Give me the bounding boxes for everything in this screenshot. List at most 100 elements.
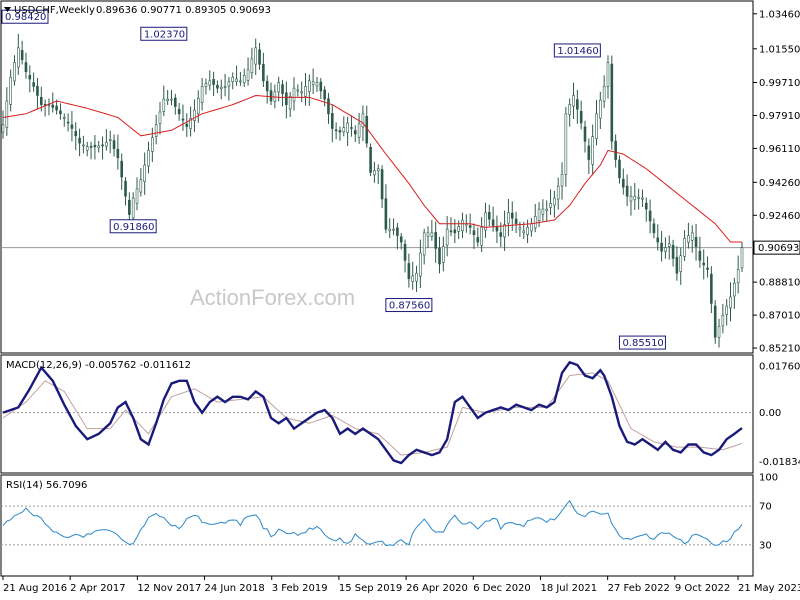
candle-body <box>13 62 16 82</box>
candle-body <box>652 223 656 234</box>
candle-body <box>729 296 732 309</box>
candle-body <box>434 232 437 249</box>
candle-body <box>664 247 667 252</box>
price-annotation-label: 1.02370 <box>144 29 185 40</box>
candle-body <box>625 185 629 197</box>
candle-body <box>683 238 686 257</box>
candle-body <box>131 197 135 219</box>
candle-body <box>108 139 112 141</box>
rsi-tick-label: 100 <box>759 473 778 484</box>
candle-body <box>189 118 192 129</box>
candle-body <box>533 216 537 229</box>
candle-body <box>399 236 403 243</box>
reference-lines <box>1 247 753 546</box>
price-annotation-box <box>1 9 49 24</box>
price-annotation-box <box>553 43 601 58</box>
candle-body <box>426 232 430 237</box>
candle-body <box>74 131 78 137</box>
candle-body <box>530 223 533 232</box>
candle-body <box>227 81 231 87</box>
candle-body <box>449 230 453 233</box>
candle-body <box>323 89 326 100</box>
candle-body <box>304 86 307 97</box>
rsi-panel-frame <box>0 474 754 577</box>
moving-average-line <box>2 94 742 243</box>
symbol-label: USDCHF,Weekly <box>14 5 95 16</box>
candle-body <box>736 269 740 284</box>
candle-body <box>277 82 280 93</box>
candle-body <box>403 243 407 261</box>
date-tick-label: 24 Jun 2018 <box>205 583 265 594</box>
candle-body <box>285 92 288 105</box>
price-tick-label: 0.97910 <box>759 111 800 122</box>
price-tick-label: 0.87010 <box>759 311 800 322</box>
candle-body <box>292 87 296 102</box>
date-tick-label: 21 Aug 2016 <box>3 583 67 594</box>
price-annotation-label: 0.98420 <box>5 12 46 23</box>
candle-body <box>553 197 556 206</box>
candle-body <box>262 63 265 82</box>
candle-body <box>599 99 602 119</box>
candle-body <box>545 208 549 211</box>
candle-body <box>166 98 169 101</box>
candle-body <box>9 76 12 105</box>
macd-tick-label: 0.017603 <box>759 362 800 373</box>
price-annotation-label: 0.85510 <box>622 338 663 349</box>
candle-body <box>595 113 598 139</box>
candle-body <box>62 117 66 119</box>
macd-line <box>2 360 743 465</box>
candle-body <box>269 90 273 102</box>
candle-body <box>717 325 721 338</box>
candle-body <box>212 79 215 85</box>
candle-body <box>648 210 652 222</box>
candle-body <box>629 195 633 202</box>
candle-body <box>568 104 571 115</box>
candle-body <box>231 76 235 83</box>
candle-body <box>177 108 181 115</box>
candle-body <box>66 121 70 124</box>
price-candles <box>1 33 744 348</box>
candle-body <box>300 91 303 94</box>
candle-body <box>89 146 93 148</box>
candle-body <box>618 159 621 179</box>
candle-body <box>246 69 250 81</box>
candle-body <box>472 230 476 235</box>
candle-body <box>694 237 698 247</box>
candle-body <box>442 246 445 263</box>
candle-body <box>24 62 28 72</box>
date-tick-label: 26 Apr 2020 <box>406 583 468 594</box>
candle-body <box>196 97 200 115</box>
candle-body <box>560 173 564 187</box>
candle-body <box>541 208 545 215</box>
candle-body <box>380 169 384 200</box>
macd-signal-line <box>2 372 743 456</box>
price-annotation-label: 0.91860 <box>113 222 154 233</box>
macd-title: MACD(12,26,9) -0.005762 -0.011612 <box>6 360 191 371</box>
candle-body <box>556 185 560 200</box>
candle-body <box>193 109 196 121</box>
last-price-label: 0.90693 <box>758 243 799 254</box>
candle-body <box>384 198 388 230</box>
candle-body <box>139 179 143 193</box>
candle-body <box>346 122 349 133</box>
candle-body <box>484 212 487 231</box>
candle-body <box>338 130 342 133</box>
collapse-triangle-icon[interactable] <box>4 7 11 12</box>
price-tick-label: 0.92460 <box>759 211 800 222</box>
macd-panel-frame <box>0 354 754 474</box>
candle-body <box>51 104 55 108</box>
candle-body <box>112 140 116 149</box>
candle-body <box>487 212 491 220</box>
candle-body <box>235 78 238 82</box>
candle-body <box>327 98 330 115</box>
watermark: ActionForex.com <box>190 285 355 310</box>
candle-body <box>55 105 58 111</box>
date-tick-label: 12 Nov 2017 <box>137 583 201 594</box>
candle-body <box>174 97 177 107</box>
candle-body <box>507 212 510 224</box>
candle-body <box>59 110 62 115</box>
candle-body <box>185 123 189 127</box>
candle-body <box>656 237 660 243</box>
candle-body <box>342 127 346 133</box>
